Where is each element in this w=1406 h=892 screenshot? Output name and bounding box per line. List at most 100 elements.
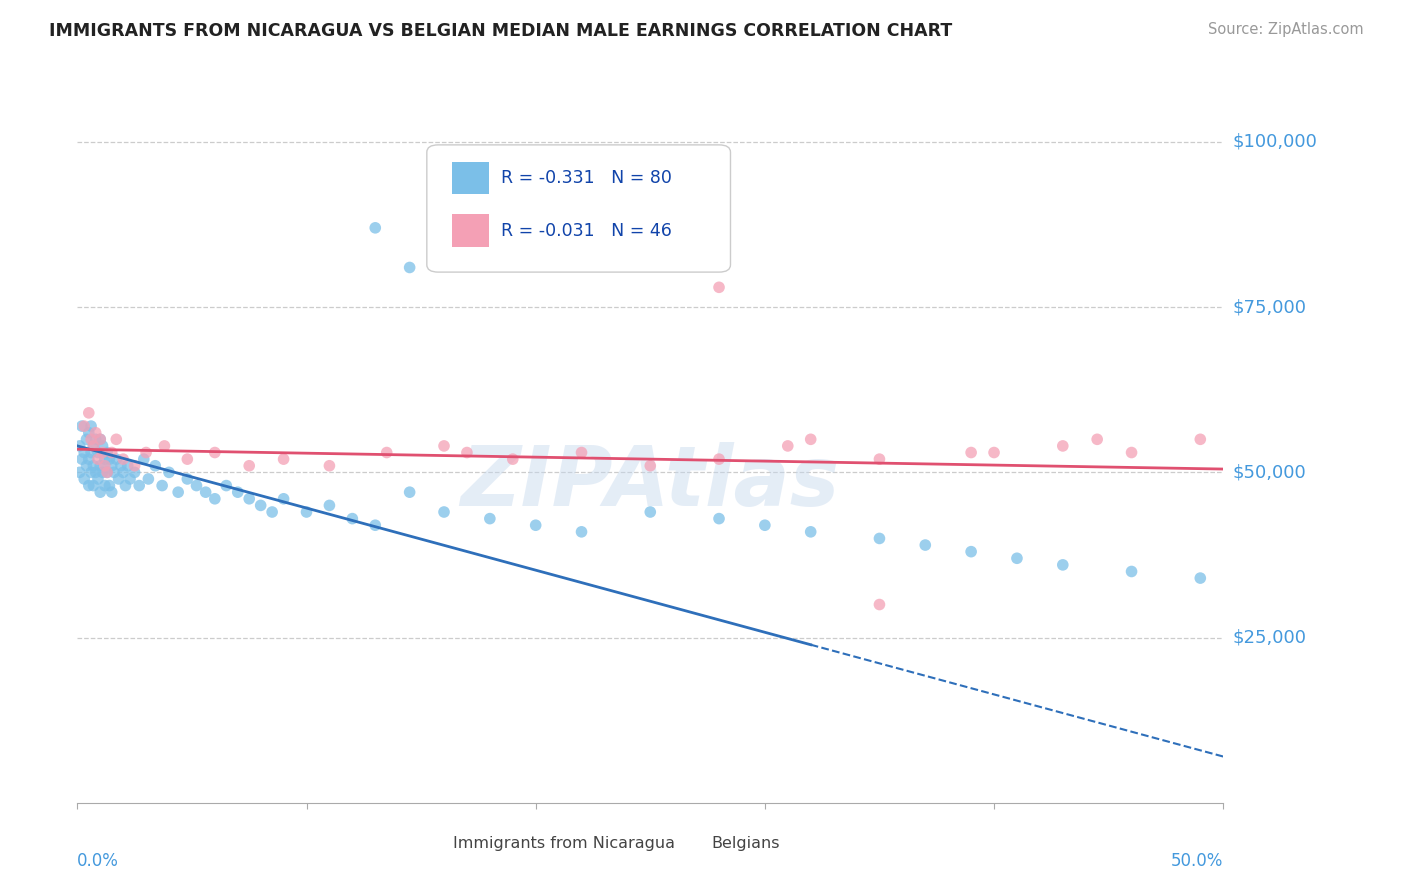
Point: [800, 524, 823, 539]
Text: Belgians: Belgians: [711, 836, 779, 851]
Point: [84, 432, 107, 446]
Point: [640, 458, 662, 473]
Text: $25,000: $25,000: [1233, 629, 1306, 647]
Point: [571, 524, 593, 539]
Bar: [679, 834, 704, 852]
Point: [157, 466, 180, 480]
Point: [80, 466, 103, 480]
Point: [1121, 445, 1143, 459]
Point: [105, 452, 128, 467]
Point: [124, 458, 146, 473]
Point: [103, 466, 125, 480]
Point: [295, 505, 318, 519]
Text: ZIPAtlas: ZIPAtlas: [461, 442, 839, 524]
Point: [1052, 558, 1074, 572]
Point: [869, 532, 891, 546]
Point: [1085, 432, 1108, 446]
Point: [96, 466, 118, 480]
Point: [375, 445, 398, 459]
Point: [1189, 432, 1212, 446]
Point: [176, 472, 198, 486]
Point: [238, 491, 260, 506]
Point: [80, 419, 103, 434]
Text: R = -0.031   N = 46: R = -0.031 N = 46: [502, 222, 672, 240]
Point: [94, 478, 117, 492]
Point: [84, 466, 107, 480]
Text: 50.0%: 50.0%: [1171, 853, 1223, 871]
Point: [273, 491, 295, 506]
Point: [800, 432, 823, 446]
Point: [138, 472, 160, 486]
Point: [124, 466, 146, 480]
Point: [364, 518, 387, 533]
Point: [364, 220, 387, 235]
Point: [82, 439, 104, 453]
Point: [100, 445, 122, 459]
Point: [132, 452, 155, 467]
Point: [433, 439, 456, 453]
Point: [114, 478, 136, 492]
Bar: [453, 161, 489, 194]
Point: [105, 432, 128, 446]
Point: [167, 485, 190, 500]
Point: [960, 544, 983, 558]
Point: [100, 458, 122, 473]
Bar: [422, 834, 446, 852]
Point: [82, 458, 104, 473]
Point: [1005, 551, 1028, 566]
Point: [342, 511, 364, 525]
Text: $75,000: $75,000: [1233, 298, 1306, 316]
Text: Immigrants from Nicaragua: Immigrants from Nicaragua: [453, 836, 675, 851]
Point: [77, 478, 100, 492]
Point: [118, 472, 141, 486]
Point: [91, 466, 114, 480]
Point: [707, 452, 730, 467]
Point: [707, 280, 730, 294]
Point: [776, 439, 799, 453]
Bar: [453, 214, 489, 247]
Point: [73, 472, 96, 486]
Point: [69, 466, 91, 480]
Point: [80, 445, 103, 459]
Point: [143, 458, 166, 473]
Point: [983, 445, 1005, 459]
Point: [524, 518, 547, 533]
Point: [77, 452, 100, 467]
Point: [318, 458, 340, 473]
Point: [73, 445, 96, 459]
Point: [87, 472, 110, 486]
Point: [262, 505, 284, 519]
Point: [76, 432, 98, 446]
Point: [754, 518, 776, 533]
Point: [94, 452, 117, 467]
Point: [117, 458, 139, 473]
Point: [70, 452, 93, 467]
Point: [73, 419, 96, 434]
Point: [91, 445, 114, 459]
Point: [456, 445, 478, 459]
Point: [98, 478, 121, 492]
Point: [204, 491, 226, 506]
Point: [100, 485, 122, 500]
Point: [226, 485, 249, 500]
Point: [76, 458, 98, 473]
Point: [194, 485, 217, 500]
Point: [82, 439, 104, 453]
Point: [398, 485, 420, 500]
Point: [89, 458, 111, 473]
Point: [84, 425, 107, 440]
Point: [914, 538, 936, 552]
Text: $100,000: $100,000: [1233, 133, 1317, 151]
Text: 0.0%: 0.0%: [77, 853, 120, 871]
Point: [238, 458, 260, 473]
Point: [186, 478, 208, 492]
Text: Source: ZipAtlas.com: Source: ZipAtlas.com: [1208, 22, 1364, 37]
Point: [478, 511, 501, 525]
Point: [112, 452, 135, 467]
Point: [273, 452, 295, 467]
Point: [204, 445, 226, 459]
Point: [176, 452, 198, 467]
Point: [77, 406, 100, 420]
Point: [1052, 439, 1074, 453]
FancyBboxPatch shape: [427, 145, 731, 272]
